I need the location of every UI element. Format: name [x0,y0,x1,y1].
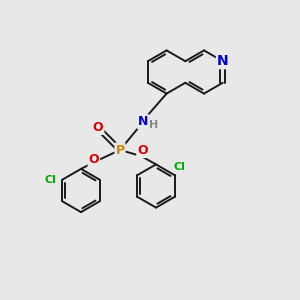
Text: O: O [88,153,99,167]
Text: N: N [217,54,229,68]
Text: P: P [116,143,124,157]
Text: Cl: Cl [44,175,56,185]
Text: N: N [138,115,148,128]
Text: O: O [137,144,148,157]
Text: H: H [149,120,158,130]
Text: Cl: Cl [173,162,185,172]
Text: O: O [93,121,104,134]
